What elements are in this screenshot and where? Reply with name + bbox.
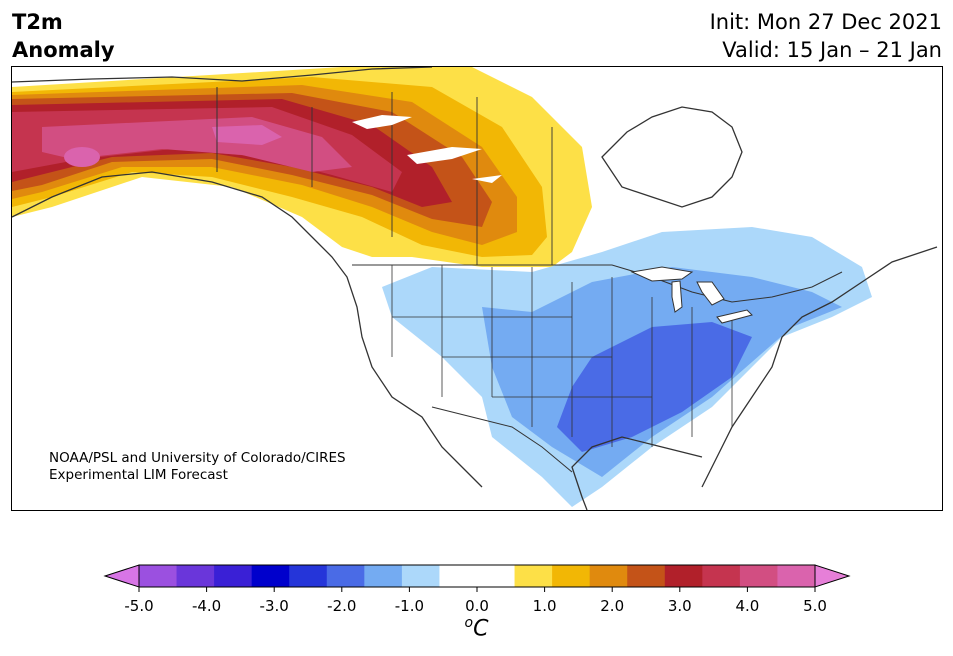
lake-superior <box>630 266 694 282</box>
cool-anomaly-strong <box>557 322 752 452</box>
colorbar-tick-label: -1.0 <box>395 597 424 615</box>
credit-line-2: Experimental LIM Forecast <box>49 467 228 483</box>
lake-michigan <box>671 280 683 313</box>
state-lines <box>391 265 733 447</box>
colorbar: -5.0 -4.0 -3.0 -2.0 -1.0 0.0 1.0 2.0 3.0 4.0 5.0 <box>103 564 851 615</box>
colorbar-swatch <box>176 565 215 587</box>
title-line-1: T2m <box>12 10 63 34</box>
colorbar-swatch <box>627 565 666 587</box>
colorbar-tick-label: -4.0 <box>192 597 221 615</box>
colorbar-unit-label: oC <box>0 615 953 641</box>
unit-degree: o <box>464 615 474 631</box>
init-date: Init: Mon 27 Dec 2021 <box>709 10 942 34</box>
coastline-atlantic <box>701 246 938 488</box>
colorbar-swatch <box>401 565 440 587</box>
colorbar-tick-label: 1.0 <box>533 597 557 615</box>
anomaly-map <box>11 66 943 511</box>
forecast-info: Init: Mon 27 Dec 2021 Valid: 15 Jan – 21… <box>710 8 942 64</box>
colorbar-swatches <box>103 564 851 588</box>
colorbar-swatch <box>477 565 516 587</box>
colorbar-swatch <box>439 565 478 587</box>
colorbar-tick-label: 5.0 <box>803 597 827 615</box>
coastline-gulf <box>571 436 703 510</box>
colorbar-swatch <box>739 565 778 587</box>
colorbar-tick-label: 4.0 <box>735 597 759 615</box>
map-title: T2m Anomaly <box>12 8 115 64</box>
warm-anomaly-pink-spot <box>64 147 100 167</box>
colorbar-tick-label: 0.0 <box>465 597 489 615</box>
us-mexico-border <box>431 406 573 473</box>
coastline-arctic <box>12 67 433 83</box>
warm-anomaly-pink <box>212 125 282 145</box>
lake-huron <box>696 281 725 306</box>
title-line-2: Anomaly <box>12 38 115 62</box>
colorbar-swatch <box>139 565 178 587</box>
colorbar-ticks: -5.0 -4.0 -3.0 -2.0 -1.0 0.0 1.0 2.0 3.0 4.0 5.0 <box>124 587 827 615</box>
province-lines <box>311 92 553 265</box>
colorbar-swatch <box>251 565 290 587</box>
colorbar-tick-label: -2.0 <box>327 597 356 615</box>
colorbar-swatch <box>364 565 403 587</box>
warm-anomaly-rose <box>42 117 352 172</box>
reindeer-lake <box>472 175 502 183</box>
coastline-pacific <box>12 171 483 488</box>
canadian-lakes <box>352 115 502 183</box>
colorbar-tick-label: -3.0 <box>260 597 289 615</box>
hudson-bay <box>601 106 743 208</box>
map-canvas <box>12 67 938 510</box>
great-slave-lake <box>352 115 412 129</box>
credit-line-1: NOAA/PSL and University of Colorado/CIRE… <box>49 450 346 466</box>
colorbar-swatch <box>214 565 253 587</box>
colorbar-swatch <box>326 565 365 587</box>
colorbar-swatch <box>589 565 628 587</box>
colorbar-swatch <box>552 565 591 587</box>
colorbar-over-arrow <box>814 564 851 588</box>
lake-erie <box>716 309 753 324</box>
great-lakes <box>630 266 753 324</box>
lake-athabasca <box>407 147 482 164</box>
colorbar-swatch <box>777 565 816 587</box>
valid-range: Valid: 15 Jan – 21 Jan <box>722 38 942 62</box>
colorbar-swatch <box>514 565 553 587</box>
colorbar-swatch <box>702 565 741 587</box>
colorbar-tick-label: -5.0 <box>124 597 153 615</box>
credit-text: NOAA/PSL and University of Colorado/CIRE… <box>49 450 346 484</box>
colorbar-tick-label: 2.0 <box>600 597 624 615</box>
unit-celsius: C <box>473 616 489 642</box>
colorbar-swatch <box>664 565 703 587</box>
colorbar-tick-label: 3.0 <box>668 597 692 615</box>
colorbar-swatch <box>289 565 328 587</box>
colorbar-under-arrow <box>103 564 140 588</box>
